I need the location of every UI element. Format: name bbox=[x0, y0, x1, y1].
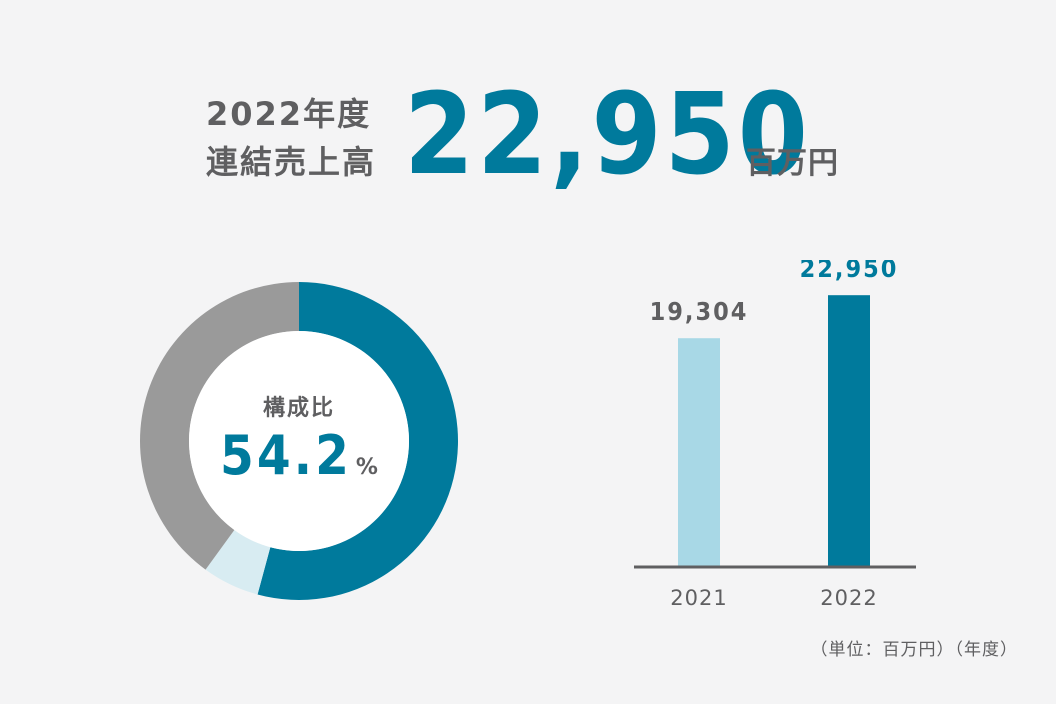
headline-unit: 百万円 bbox=[746, 146, 839, 181]
donut-chart bbox=[140, 282, 459, 600]
headline-label-year: 2022年度 bbox=[206, 95, 372, 133]
composition-donut: 構成比 54.2% bbox=[140, 282, 459, 600]
bar-value-label-2021: 19,304 bbox=[650, 297, 749, 326]
bar-value-label-2022: 22,950 bbox=[800, 260, 899, 283]
headline-label: 2022年度 連結売上高 bbox=[206, 90, 376, 186]
headline-value: 22,950 bbox=[404, 70, 811, 200]
bar-2022 bbox=[828, 295, 870, 566]
unit-note: （単位：百万円）（年度） bbox=[810, 640, 1018, 660]
x-tick-label-2022: 2022 bbox=[820, 586, 877, 610]
bar-2021 bbox=[678, 338, 720, 566]
donut-hole bbox=[189, 331, 409, 551]
bar-chart: 19,304 2021 22,950 2022 bbox=[620, 254, 930, 620]
donut-slice-3 bbox=[140, 282, 299, 570]
x-tick-label-2021: 2021 bbox=[670, 586, 727, 610]
donut-slice-2 bbox=[205, 529, 271, 595]
headline-label-title: 連結売上高 bbox=[206, 143, 377, 181]
donut-slice-1 bbox=[257, 282, 459, 600]
bar-chart-svg: 19,304 2021 22,950 2022 bbox=[634, 254, 916, 610]
